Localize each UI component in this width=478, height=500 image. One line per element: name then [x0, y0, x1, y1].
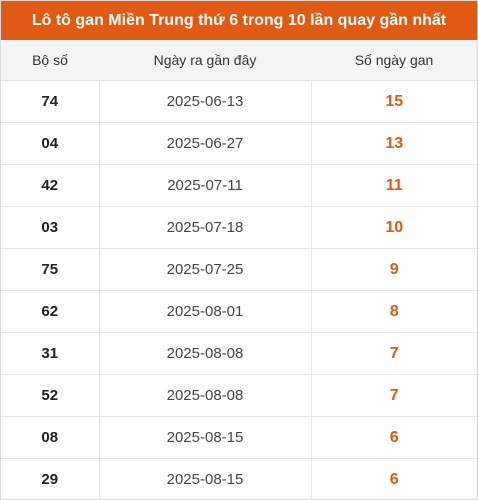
cell-number: 62: [1, 290, 99, 333]
cell-days: 7: [311, 332, 477, 375]
table-row: 62 2025-08-01 8: [1, 290, 477, 333]
cell-date: 2025-08-15: [98, 416, 312, 459]
table-row: 29 2025-08-15 6: [1, 458, 477, 500]
cell-date: 2025-07-11: [98, 164, 312, 207]
table-row: 08 2025-08-15 6: [1, 416, 477, 459]
cell-days: 8: [311, 290, 477, 333]
cell-number: 29: [41, 471, 59, 488]
header-date: Ngày ra gần đây: [99, 40, 311, 81]
cell-date: 2025-07-18: [98, 206, 312, 249]
table-row: 42 2025-07-11 11: [1, 164, 477, 207]
table-row: 75 2025-07-25 9: [1, 248, 477, 291]
cell-days: 10: [311, 206, 477, 249]
cell-number: 31: [1, 332, 99, 375]
table-row: 03 2025-07-18 10: [1, 206, 477, 249]
header-days: Số ngày gan: [311, 40, 477, 81]
cell-number: 74: [1, 80, 99, 123]
table-header: Bộ số Ngày ra gần đây Số ngày gan: [1, 40, 477, 81]
table-row: 31 2025-08-08 7: [1, 332, 477, 375]
cell-date: 2025-08-08: [98, 332, 312, 375]
cell-date: 2025-06-13: [98, 80, 312, 123]
cell-number: 75: [1, 248, 99, 291]
table-row: 74 2025-06-13 15: [1, 80, 477, 123]
lotto-gan-table: Bộ số Ngày ra gần đây Số ngày gan 74 202…: [1, 40, 477, 500]
cell-date: 2025-06-27: [98, 122, 312, 165]
cell-days: 15: [311, 80, 477, 123]
cell-days: 9: [311, 248, 477, 291]
cell-days: 6: [311, 416, 477, 459]
cell-number: 42: [1, 164, 99, 207]
cell-date: 2025-08-08: [98, 374, 312, 417]
cell-days: 11: [311, 164, 477, 207]
cell-date: 2025-07-25: [98, 248, 312, 291]
table-body: 74 2025-06-13 15 04 2025-06-27 13 42 202…: [1, 80, 477, 500]
header-row: Bộ số Ngày ra gần đây Số ngày gan: [1, 40, 477, 81]
cell-number: 08: [1, 416, 99, 459]
cell-days: 6: [389, 470, 399, 488]
panel-title: Lô tô gan Miền Trung thứ 6 trong 10 lần …: [1, 1, 477, 40]
cell-date: 2025-08-01: [98, 290, 312, 333]
cell-number: 04: [1, 122, 99, 165]
table-row: 52 2025-08-08 7: [1, 374, 477, 417]
cell-date: 2025-08-15: [98, 458, 312, 500]
cell-number: 52: [1, 374, 99, 417]
cell-days: 13: [311, 122, 477, 165]
cell-days: 7: [311, 374, 477, 417]
table-row: 04 2025-06-27 13: [1, 122, 477, 165]
cell-number: 03: [1, 206, 99, 249]
header-number: Bộ số: [1, 40, 99, 81]
